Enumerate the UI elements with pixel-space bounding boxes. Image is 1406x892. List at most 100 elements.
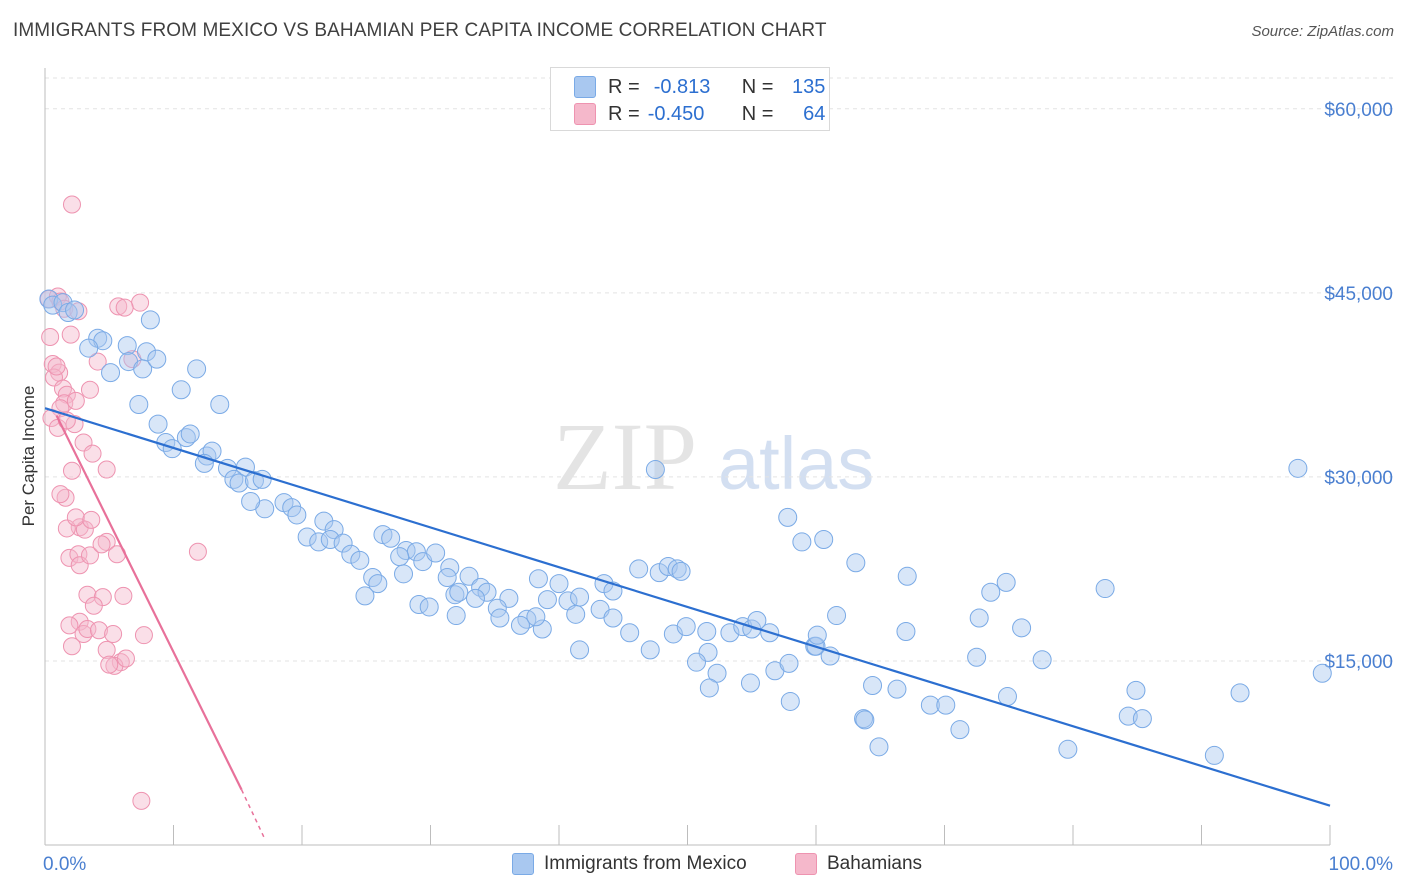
mexico-point	[707, 663, 727, 683]
mexico-point	[224, 469, 244, 489]
legend-r-label: R =	[608, 102, 640, 125]
bahamians-point	[132, 791, 151, 810]
bahamians-point	[97, 532, 116, 551]
mexico-point	[241, 491, 261, 511]
mexico-point	[324, 520, 344, 540]
bahamians-point	[75, 520, 94, 539]
legend-swatch-blue	[574, 76, 596, 98]
mexico-point	[969, 608, 989, 628]
mexico-point	[814, 529, 834, 549]
mexico-point	[792, 532, 812, 552]
mexico-point	[778, 507, 798, 527]
bahamians-point	[56, 488, 75, 507]
mexico-point	[101, 363, 121, 383]
bahamians-point	[97, 460, 116, 479]
mexico-point	[65, 300, 85, 320]
bahamians-point	[78, 585, 97, 604]
mexico-point	[490, 608, 510, 628]
mexico-point	[350, 550, 370, 570]
y-tick-labels: $15,000 $30,000 $45,000 $60,000	[1324, 100, 1393, 673]
bahamians-point	[66, 391, 85, 410]
mexico-point	[779, 653, 799, 673]
mexico-point	[180, 424, 200, 444]
mexico-point	[394, 564, 414, 584]
bahamians-point	[84, 596, 103, 615]
legend-n-label: N =	[741, 75, 774, 98]
gridlines	[45, 77, 1395, 662]
mexico-point	[566, 604, 586, 624]
mexico-point	[363, 568, 383, 588]
y-tick-label: $60,000	[1324, 100, 1393, 121]
mexico-point	[1058, 739, 1078, 759]
legend-swatch-pink	[574, 103, 596, 125]
mexico-point	[549, 574, 569, 594]
mexico-point	[309, 532, 329, 552]
mexico-point	[297, 527, 317, 547]
watermark: ZIP atlas	[553, 403, 874, 510]
bahamians-point	[60, 616, 79, 635]
source-label: Source: ZipAtlas.com	[1251, 23, 1394, 40]
legend-r-label: R =	[608, 75, 640, 98]
watermark-zip: ZIP	[553, 403, 697, 510]
bahamians-point	[83, 444, 102, 463]
mexico-point	[419, 597, 439, 617]
mexico-point	[869, 737, 889, 757]
mexico-point	[133, 359, 153, 379]
legend-r-value: -0.450	[647, 102, 705, 125]
mexico-point	[187, 359, 207, 379]
mexico-point	[846, 553, 866, 573]
mexico-points	[39, 289, 1332, 765]
bahamians-point	[62, 461, 81, 480]
mexico-point	[287, 505, 307, 525]
mexico-point	[603, 608, 623, 628]
mexico-point	[368, 574, 388, 594]
bahamians-point	[134, 626, 153, 645]
bahamians-point	[70, 518, 89, 537]
mexico-point	[176, 428, 196, 448]
bottom-legend-swatch-pink	[795, 853, 817, 875]
mexico-point	[827, 606, 847, 626]
mexico-point	[537, 590, 557, 610]
bahamians-point	[115, 298, 134, 317]
bahamians-point	[88, 352, 107, 371]
bahamians-point	[82, 510, 101, 529]
mexico-point	[887, 679, 907, 699]
mexico-point	[570, 587, 590, 607]
bottom-legend-swatch-blue	[512, 853, 534, 875]
mexico-point	[148, 414, 168, 434]
mexico-point	[459, 566, 479, 586]
mexico-point	[699, 678, 719, 698]
mexico-point	[1012, 618, 1032, 638]
mexico-point	[1230, 683, 1250, 703]
mexico-point	[997, 687, 1017, 707]
mexico-point	[465, 588, 485, 608]
mexico-point	[640, 640, 660, 660]
mexico-point	[39, 289, 59, 309]
mexico-point	[676, 617, 696, 637]
mexico-point	[896, 622, 916, 642]
mexico-point	[229, 473, 249, 493]
bahamians-point	[109, 297, 128, 316]
legend-n-value: 135	[792, 75, 826, 98]
mexico-point	[720, 623, 740, 643]
legend-row-bahamians: R = -0.450 N = 64	[574, 101, 825, 127]
bahamians-points	[39, 195, 207, 810]
mexico-point	[147, 349, 167, 369]
y-tick-label: $15,000	[1324, 652, 1393, 673]
mexico-point	[390, 547, 410, 567]
x-tick-label-start: 0.0%	[43, 854, 86, 875]
mexico-point	[1312, 663, 1332, 683]
legend-row-mexico: R = -0.813 N = 135	[574, 74, 825, 100]
y-tick-label: $45,000	[1324, 284, 1393, 305]
bahamians-point	[80, 380, 99, 399]
bahamians-point	[62, 195, 81, 214]
bahamians-point	[80, 546, 99, 565]
mexico-point	[807, 625, 827, 645]
mexico-point	[854, 709, 874, 729]
bahamians-point	[66, 508, 85, 527]
mexico-point	[1095, 579, 1115, 599]
mexico-point	[645, 460, 665, 480]
mexico-point	[686, 652, 706, 672]
mexico-point	[1204, 745, 1224, 765]
mexico-point	[449, 582, 469, 602]
